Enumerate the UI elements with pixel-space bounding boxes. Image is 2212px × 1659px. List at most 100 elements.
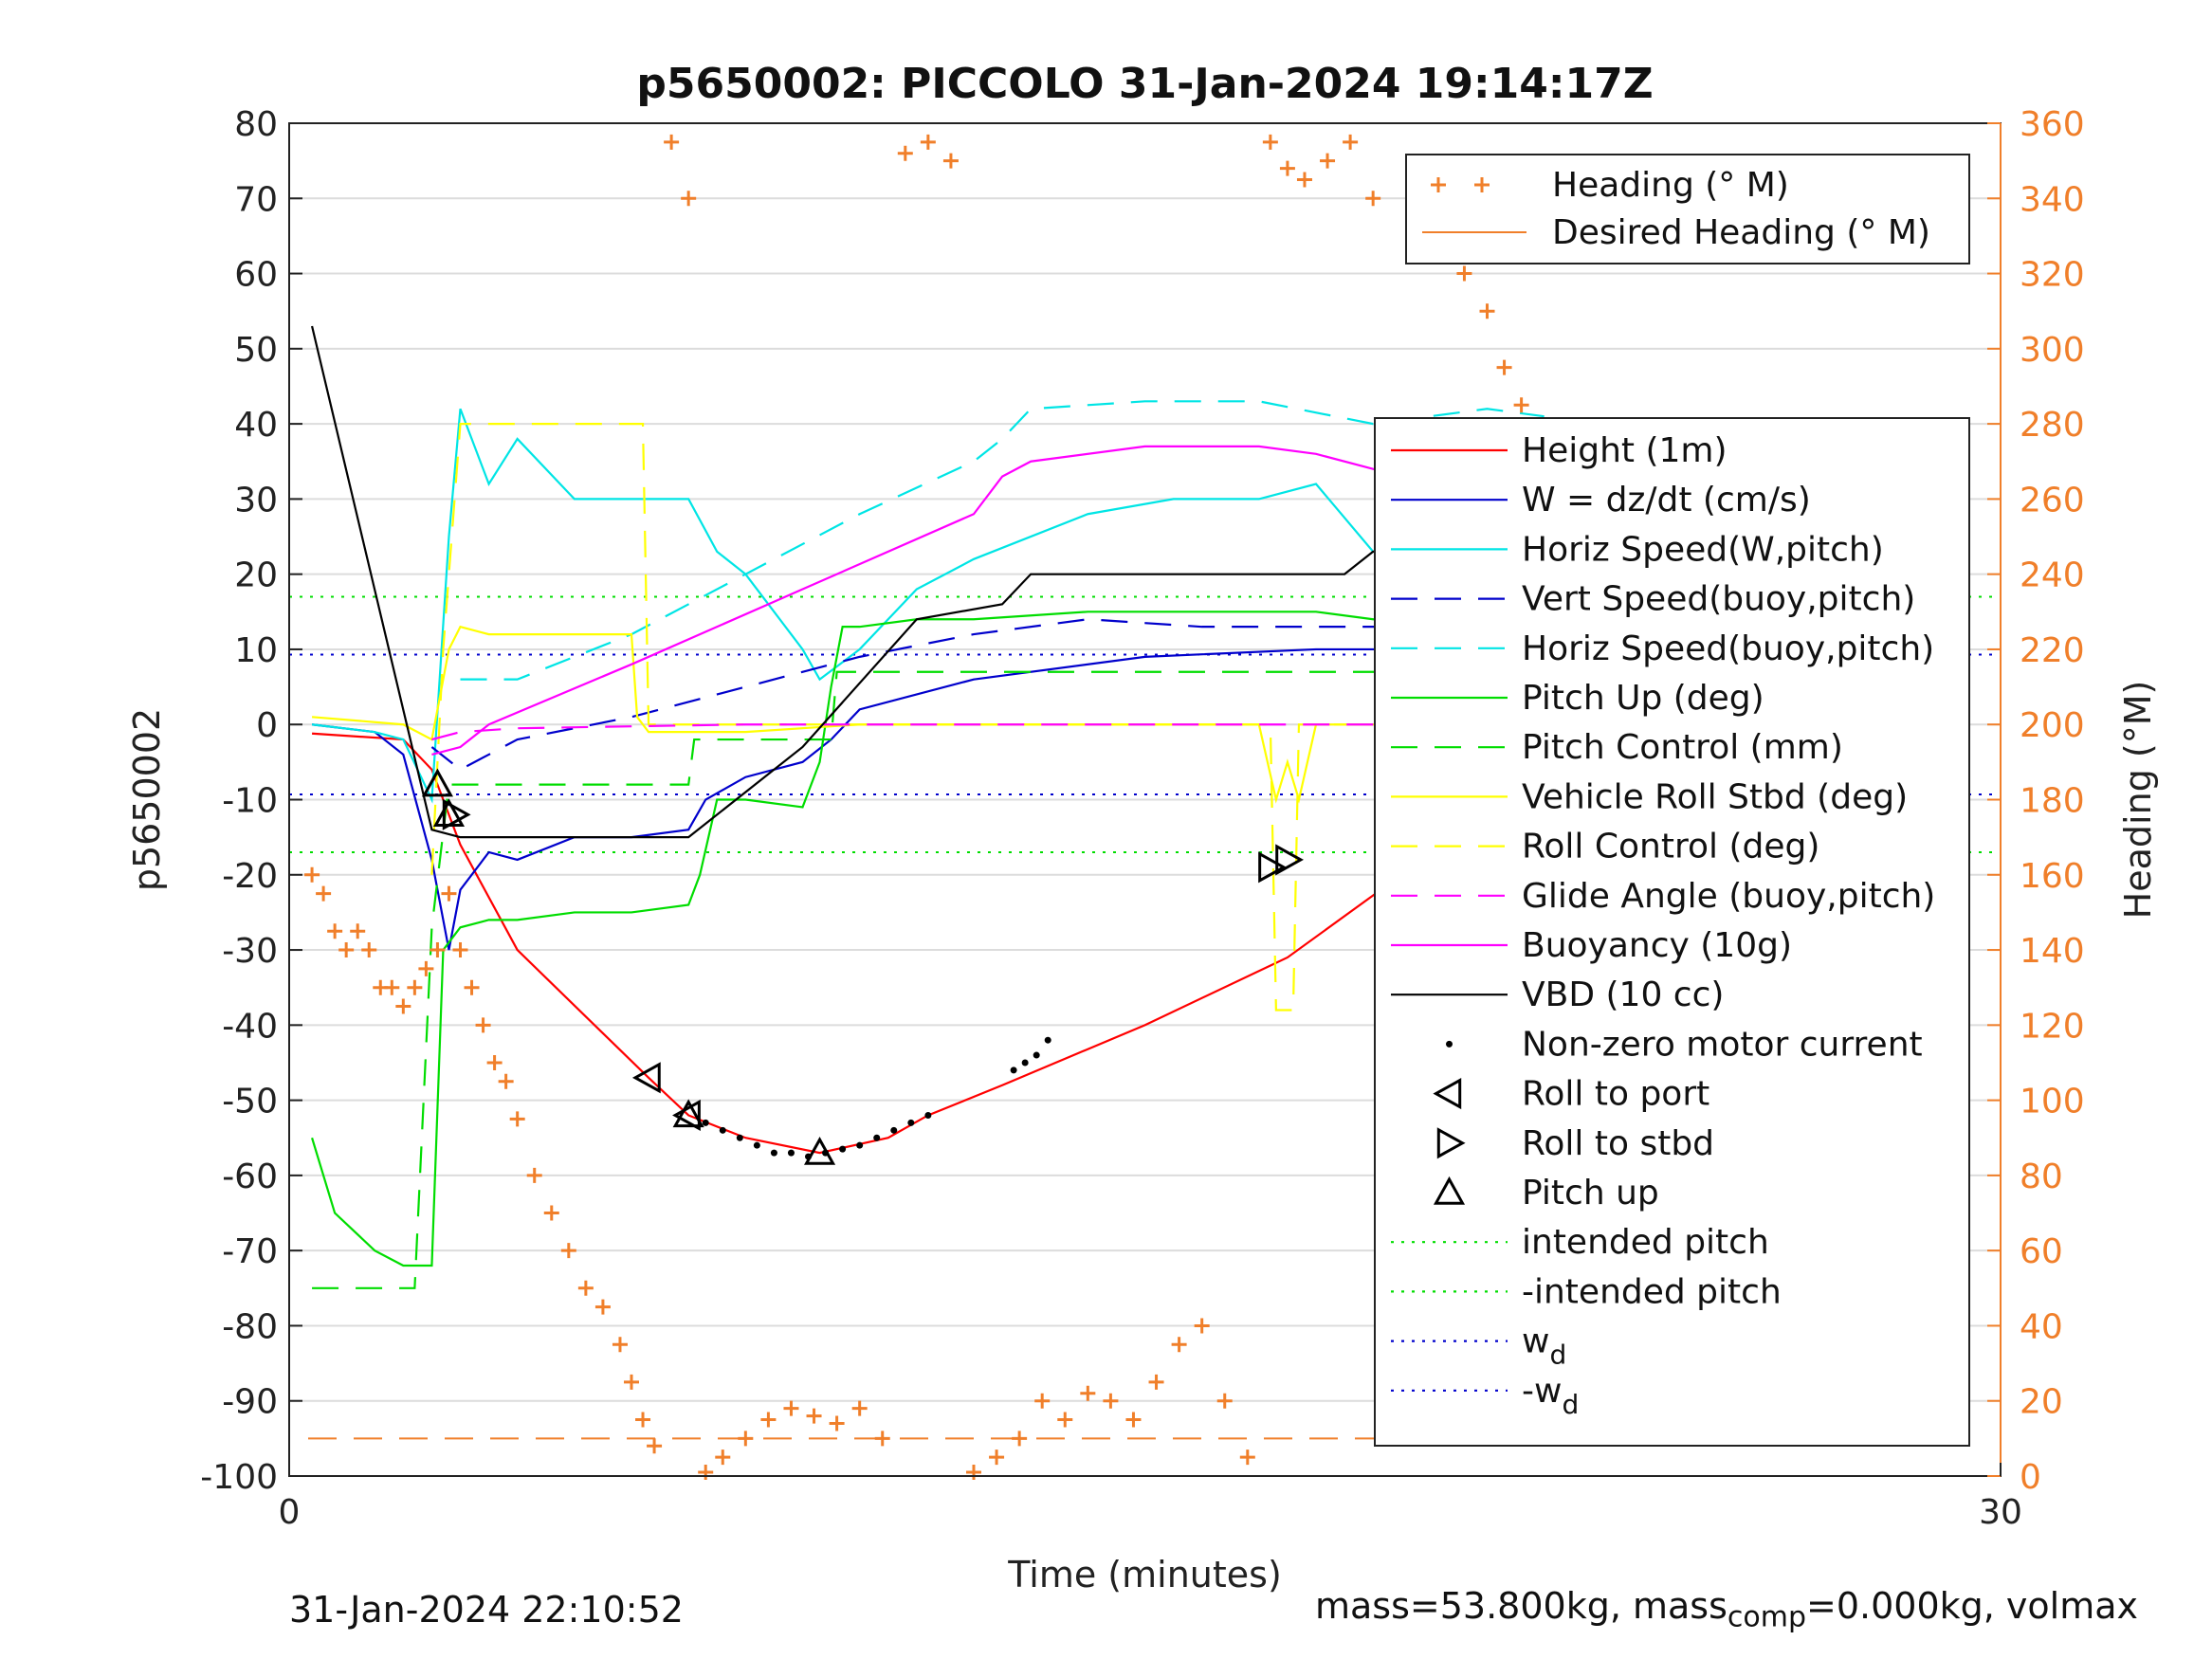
motor-current-point <box>890 1126 898 1134</box>
legend-heading: Heading (° M) Desired Heading (° M) <box>1405 154 1970 264</box>
y-right-tick-label: 220 <box>2020 631 2085 670</box>
heading-point <box>464 979 480 995</box>
heading-point <box>664 134 680 150</box>
legend-label: -intended pitch <box>1522 1272 1782 1311</box>
reference-lines <box>289 595 2001 1440</box>
legend-label-subscript: d <box>1549 1340 1566 1371</box>
heading-point <box>384 979 400 995</box>
heading-point <box>874 1431 890 1447</box>
legend-label-subscript: d <box>1562 1389 1579 1420</box>
motor-current-point <box>873 1134 881 1141</box>
y-axis-label: p5650002 <box>126 708 168 891</box>
heading-point <box>1456 265 1472 282</box>
footer-timestamp: 31-Jan-2024 22:10:52 <box>289 1589 684 1631</box>
motor-current-point <box>907 1119 915 1126</box>
y-tick-label: 10 <box>234 631 278 670</box>
y-right-tick-label: 80 <box>2020 1158 2063 1196</box>
x-tick-label: 0 <box>279 1493 301 1532</box>
heading-point <box>1080 1385 1096 1401</box>
y-tick-label: 50 <box>234 331 278 370</box>
heading-point <box>1171 1337 1187 1353</box>
heading-point <box>338 942 355 958</box>
legend-label: Horiz Speed(buoy,pitch) <box>1522 629 1934 668</box>
roll-to-stbd-marker <box>1258 851 1287 884</box>
y-tick-label: -50 <box>222 1083 278 1121</box>
heading-point <box>395 998 411 1014</box>
heading-point <box>698 1465 714 1481</box>
heading-point <box>543 1205 559 1221</box>
y-tick-label: -90 <box>222 1383 278 1422</box>
pitch-up-marker <box>804 1137 836 1165</box>
heading-point <box>1279 160 1295 176</box>
pitch-up-marker <box>432 798 466 828</box>
y-right-tick-label: 180 <box>2020 782 2085 821</box>
heading-point <box>418 960 434 976</box>
y-tick-label: -60 <box>222 1158 278 1196</box>
motor-current-point <box>1021 1059 1029 1066</box>
heading-point <box>407 979 423 995</box>
heading-point <box>1496 359 1512 375</box>
y-tick-label: -30 <box>222 932 278 971</box>
footer-mass-post: =0.000kg, volmax <box>1806 1585 2139 1627</box>
heading-point <box>430 942 446 958</box>
heading-point <box>966 1465 981 1481</box>
y-right-tick-label: 160 <box>2020 857 2085 896</box>
y-axis-right: 3603403203002802602402202001801601401201… <box>1987 105 2085 1497</box>
heading-point <box>1216 1393 1233 1409</box>
y-right-tick-label: 280 <box>2020 406 2085 445</box>
legend-glyph <box>1433 1176 1466 1205</box>
legend-label: Roll to port <box>1522 1075 1709 1114</box>
legend-glyph <box>1433 1078 1462 1110</box>
motor-current-point <box>719 1126 726 1134</box>
heading-point <box>452 942 468 958</box>
y-right-tick-label: 200 <box>2020 706 2085 745</box>
y-right-tick-label: 240 <box>2020 556 2085 595</box>
y-tick-label: 80 <box>234 105 278 144</box>
legend-label: Non-zero motor current <box>1522 1025 1923 1064</box>
heading-markers <box>304 134 1569 1481</box>
heading-point <box>738 1431 754 1447</box>
heading-point <box>594 1299 611 1315</box>
heading-point <box>1262 134 1278 150</box>
legend-label: Roll Control (deg) <box>1522 828 1819 866</box>
heading-point <box>783 1400 799 1416</box>
y-right-tick-label: 100 <box>2020 1083 2085 1121</box>
heading-point <box>635 1412 651 1428</box>
heading-point <box>715 1449 731 1466</box>
heading-point <box>509 1111 525 1127</box>
motor-current-point <box>1033 1051 1040 1059</box>
legend-label: Buoyancy (10g) <box>1522 926 1792 965</box>
legend-main-box <box>1374 417 1970 1447</box>
motor-current-point <box>702 1119 709 1126</box>
y-tick-label: -100 <box>200 1458 278 1497</box>
roll-to-stbd-marker <box>442 798 471 830</box>
legend-main: Height (1m) W = dz/dt (cm/s) Horiz Speed(W… <box>1374 417 1970 1447</box>
legend-label: intended pitch <box>1522 1223 1769 1262</box>
y-tick-label: -20 <box>222 857 278 896</box>
legend-heading-box <box>1405 154 1970 264</box>
y-tick-label: 60 <box>234 256 278 295</box>
y-tick-label: 20 <box>234 556 278 595</box>
y-tick-label: -40 <box>222 1007 278 1046</box>
heading-point <box>316 885 332 902</box>
legend-label: VBD (10 cc) <box>1522 975 1724 1014</box>
x-axis-label: Time (minutes) <box>1007 1554 1282 1595</box>
heading-point <box>486 1054 503 1070</box>
heading-point <box>1320 153 1336 169</box>
y-right-tick-label: 360 <box>2020 105 2085 144</box>
y-right-tick-label: 300 <box>2020 331 2085 370</box>
legend-glyph <box>1436 1127 1466 1159</box>
y-right-tick-label: 340 <box>2020 180 2085 219</box>
heading-point <box>1103 1393 1119 1409</box>
footer-mass-sub: comp <box>1727 1600 1807 1634</box>
y-tick-label: 0 <box>256 706 278 745</box>
heading-point <box>498 1073 514 1089</box>
heading-point <box>920 134 936 150</box>
heading-point <box>1239 1449 1255 1466</box>
heading-point <box>760 1412 777 1428</box>
heading-point <box>897 145 913 161</box>
motor-current-point <box>770 1149 777 1157</box>
heading-point <box>1296 172 1312 188</box>
motor-current-point <box>1044 1036 1051 1044</box>
heading-point <box>304 866 320 883</box>
